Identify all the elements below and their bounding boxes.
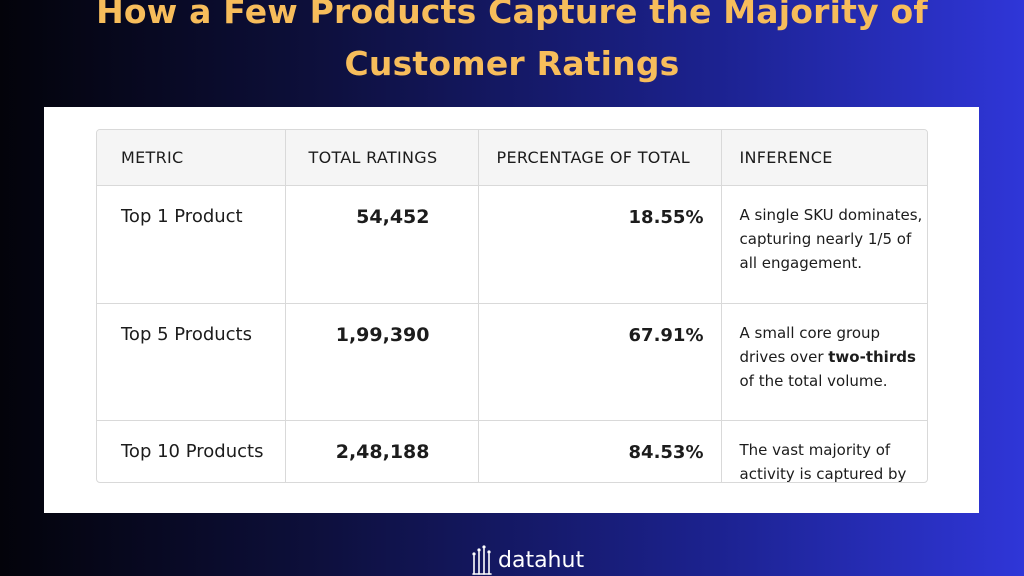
ratings-table: METRIC TOTAL RATINGS PERCENTAGE OF TOTAL… xyxy=(97,130,927,483)
inference-emphasis: two-thirds xyxy=(828,348,916,366)
table-row: Top 5 Products 1,99,390 67.91% A small c… xyxy=(97,303,927,421)
table-row: Top 10 Products 2,48,188 84.53% The vast… xyxy=(97,420,927,483)
total-ratings-cell: 1,99,390 xyxy=(285,303,479,421)
table-panel: METRIC TOTAL RATINGS PERCENTAGE OF TOTAL… xyxy=(44,107,979,513)
inference-cell: The vast majority of activity is capture… xyxy=(721,421,927,483)
page-title: How a Few Products Capture the Majority … xyxy=(0,0,1024,90)
header-metric: METRIC xyxy=(97,130,286,186)
table-row: Top 1 Product 54,452 18.55% A single SKU… xyxy=(97,185,927,304)
header-total-ratings: TOTAL RATINGS xyxy=(285,130,479,186)
header-inference: INFERENCE xyxy=(721,130,927,186)
inference-text: A single SKU dominates, capturing nearly… xyxy=(739,206,923,272)
datahut-logo-text: datahut xyxy=(498,548,585,573)
inference-cell: A single SKU dominates, capturing nearly… xyxy=(721,185,927,304)
datahut-logo-icon xyxy=(472,545,492,575)
table-frame: METRIC TOTAL RATINGS PERCENTAGE OF TOTAL… xyxy=(96,129,928,483)
title-line-2: Customer Ratings xyxy=(344,44,680,83)
total-ratings-cell: 54,452 xyxy=(285,185,479,304)
percentage-cell: 67.91% xyxy=(478,303,722,421)
inference-cell: A small core group drives over two-third… xyxy=(721,303,927,421)
inference-text: of the total volume. xyxy=(739,372,888,390)
table-header-row: METRIC TOTAL RATINGS PERCENTAGE OF TOTAL… xyxy=(97,130,927,186)
title-line-1: How a Few Products Capture the Majority … xyxy=(96,0,928,31)
percentage-cell: 84.53% xyxy=(478,420,722,482)
inference-text: The vast majority of activity is capture… xyxy=(739,441,907,483)
datahut-logo: datahut xyxy=(470,542,584,576)
metric-cell: Top 10 Products xyxy=(97,420,286,482)
metric-cell: Top 5 Products xyxy=(97,303,286,421)
total-ratings-cell: 2,48,188 xyxy=(285,420,479,482)
metric-cell: Top 1 Product xyxy=(97,185,286,304)
inference-text: A small core group drives over xyxy=(739,324,881,366)
percentage-cell: 18.55% xyxy=(478,185,722,304)
header-percentage: PERCENTAGE OF TOTAL xyxy=(478,130,722,186)
